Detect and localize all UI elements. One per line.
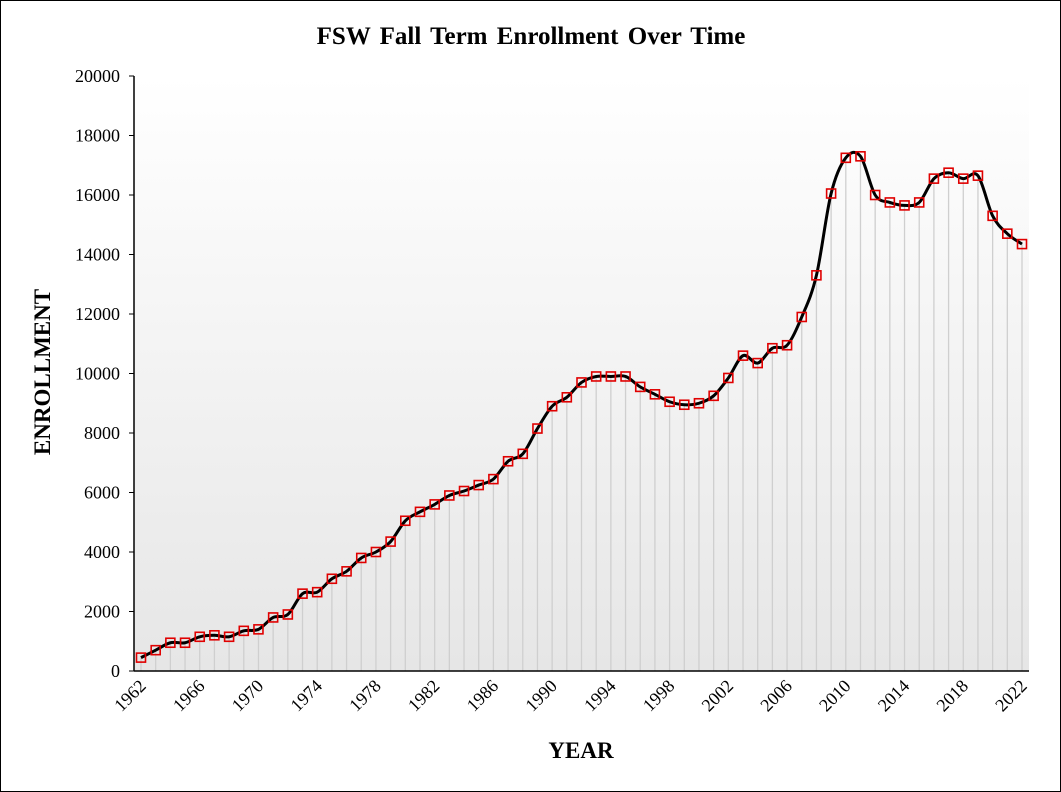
data-point — [223, 631, 235, 643]
data-point — [370, 546, 382, 558]
data-point — [781, 339, 793, 351]
x-tick-label: 2002 — [698, 676, 738, 716]
data-point — [899, 200, 910, 211]
data-point — [488, 473, 499, 485]
y-tick-label: 14000 — [75, 245, 120, 265]
data-point — [267, 612, 279, 623]
data-point — [634, 381, 646, 393]
data-point — [517, 448, 529, 460]
data-point — [737, 350, 749, 361]
data-point — [399, 515, 411, 527]
data-point — [576, 377, 587, 388]
data-point — [532, 423, 543, 434]
data-point — [825, 188, 837, 199]
data-point — [752, 357, 764, 369]
data-point — [708, 390, 719, 402]
y-tick-label: 6000 — [84, 483, 120, 503]
data-point — [194, 631, 206, 643]
y-tick-label: 18000 — [75, 126, 120, 146]
data-point — [590, 371, 602, 382]
data-point — [429, 499, 440, 510]
x-tick-label: 2010 — [815, 676, 855, 716]
drop-lines — [140, 156, 1023, 671]
data-point — [458, 485, 470, 497]
data-point — [546, 400, 558, 412]
data-point — [253, 624, 264, 635]
data-point — [869, 189, 881, 201]
x-tick-label: 2022 — [991, 676, 1031, 716]
x-tick-label: 1986 — [463, 676, 503, 716]
data-point — [414, 506, 426, 518]
data-point — [884, 197, 896, 208]
data-point — [767, 342, 778, 354]
x-tick-label: 1998 — [639, 676, 679, 716]
y-tick-label: 10000 — [75, 364, 120, 384]
y-tick-labels: 0 2000 4000 6000 8000 10000 12000 14000 16000 180… — [75, 66, 134, 681]
chart-title: FSW Fall Term Enrollment Over Time — [317, 23, 746, 50]
x-tick-label: 2018 — [932, 676, 972, 716]
data-point — [179, 637, 191, 649]
data-point — [913, 197, 925, 208]
data-point — [840, 152, 852, 164]
y-tick-label: 20000 — [75, 66, 120, 86]
data-point — [326, 573, 338, 585]
data-point — [796, 311, 808, 323]
data-point — [693, 397, 705, 409]
data-point — [135, 652, 147, 663]
data-point — [943, 167, 954, 178]
x-tick-label: 1982 — [404, 676, 444, 716]
x-tick-label: 1966 — [169, 676, 209, 716]
y-tick-label: 2000 — [84, 602, 120, 622]
y-tick-label: 8000 — [84, 423, 120, 443]
data-point — [385, 536, 396, 547]
data-point — [311, 586, 323, 598]
x-tick-label: 1970 — [228, 676, 268, 716]
x-axis-title: YEAR — [548, 738, 614, 763]
data-markers — [135, 151, 1028, 663]
data-point — [855, 151, 866, 162]
x-tick-label: 1978 — [345, 676, 385, 716]
series-line-enrollment — [140, 150, 1023, 659]
data-point — [972, 170, 984, 181]
data-point — [165, 637, 176, 649]
data-point — [238, 625, 250, 637]
data-point — [282, 609, 294, 620]
data-point — [297, 588, 308, 599]
data-point — [605, 371, 617, 382]
x-tick-labels: 1962 1966 1970 1974 1978 1982 1986 1990 1994 1998… — [110, 676, 1031, 716]
data-point — [723, 372, 734, 384]
data-point — [1002, 228, 1013, 239]
data-point — [957, 173, 969, 184]
data-point — [811, 270, 822, 281]
y-tick-label: 16000 — [75, 185, 120, 205]
y-tick-label: 0 — [111, 661, 120, 681]
y-axis-title: ENROLLMENT — [30, 289, 55, 455]
x-tick-label: 2014 — [874, 676, 914, 716]
x-tick-label: 1962 — [110, 676, 150, 716]
y-tick-label: 12000 — [75, 304, 120, 324]
data-point — [620, 371, 631, 382]
data-point — [341, 566, 352, 577]
x-tick-label: 1974 — [286, 676, 326, 716]
data-point — [928, 173, 940, 184]
x-tick-label: 1994 — [580, 676, 620, 716]
y-tick-label: 4000 — [84, 542, 120, 562]
x-tick-label: 2006 — [756, 676, 796, 716]
data-point — [209, 629, 220, 641]
data-point — [561, 391, 573, 403]
data-point — [444, 490, 455, 501]
data-point — [678, 399, 690, 411]
data-point — [473, 479, 485, 491]
data-point — [664, 396, 675, 408]
data-point — [150, 644, 161, 656]
data-point — [355, 552, 367, 564]
data-point — [987, 210, 998, 222]
x-tick-label: 1990 — [521, 676, 561, 716]
data-point — [649, 389, 661, 400]
data-point — [502, 455, 514, 467]
data-point — [1016, 238, 1028, 250]
